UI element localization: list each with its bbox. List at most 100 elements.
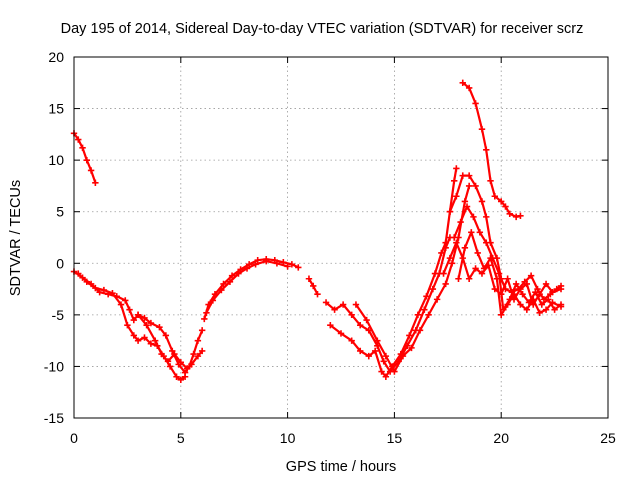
data-point xyxy=(446,254,454,262)
data-point xyxy=(453,193,460,200)
x-tick-label: 15 xyxy=(387,430,403,446)
y-axis-title: SDTVAR / TECUs xyxy=(8,180,24,296)
data-point xyxy=(327,321,334,329)
data-point xyxy=(523,280,531,288)
data-point xyxy=(457,218,464,226)
data-point xyxy=(491,285,498,293)
data-point xyxy=(243,265,251,272)
data-point xyxy=(147,340,155,347)
data-point xyxy=(416,327,424,334)
data-point xyxy=(470,213,477,221)
data-point xyxy=(431,270,439,277)
data-point xyxy=(425,311,432,319)
data-point xyxy=(305,275,313,282)
data-point xyxy=(141,334,148,341)
y-tick-label: 5 xyxy=(56,204,64,220)
series-gap-bit xyxy=(305,275,321,298)
data-point xyxy=(331,306,338,313)
data-point xyxy=(504,301,511,308)
data-point xyxy=(519,291,526,298)
data-point xyxy=(493,275,501,282)
data-point xyxy=(512,213,520,221)
data-point xyxy=(134,337,142,344)
data-point xyxy=(190,350,197,358)
data-point xyxy=(156,324,163,331)
series-line xyxy=(72,132,97,184)
data-point xyxy=(530,301,537,308)
data-point xyxy=(446,208,454,215)
data-point xyxy=(218,286,225,294)
data-point xyxy=(164,358,172,365)
series-line xyxy=(205,260,289,314)
data-point xyxy=(92,284,99,292)
data-point xyxy=(448,260,456,267)
data-point xyxy=(194,352,202,360)
data-point xyxy=(478,270,486,277)
data-point xyxy=(263,258,270,265)
data-point xyxy=(371,347,379,355)
data-point xyxy=(517,301,524,308)
data-point xyxy=(288,261,296,268)
data-point xyxy=(542,306,550,313)
data-point xyxy=(538,301,545,308)
data-point xyxy=(348,311,355,319)
series-morning-c xyxy=(134,311,206,372)
data-point xyxy=(79,144,86,151)
data-point xyxy=(455,275,462,282)
data-point xyxy=(143,321,150,329)
y-tick-label: -15 xyxy=(44,410,64,426)
series-evening-d xyxy=(440,239,565,308)
y-tick-label: -10 xyxy=(44,358,64,374)
data-point xyxy=(130,332,138,339)
data-point xyxy=(203,309,210,316)
data-point xyxy=(549,288,556,296)
data-point xyxy=(498,291,505,298)
data-point xyxy=(491,193,498,200)
data-point xyxy=(201,315,208,323)
data-point xyxy=(357,347,364,355)
data-point xyxy=(523,306,531,313)
x-tick-label: 10 xyxy=(280,430,296,446)
data-point xyxy=(468,229,475,236)
data-point xyxy=(440,270,447,277)
grid xyxy=(74,57,608,418)
data-point xyxy=(465,275,473,282)
data-point xyxy=(536,309,543,316)
data-point xyxy=(453,165,460,172)
data-point xyxy=(194,337,202,344)
data-point xyxy=(339,301,347,308)
data-point xyxy=(433,296,441,303)
y-tick-label: 0 xyxy=(56,255,64,271)
data-point xyxy=(158,350,165,358)
data-point xyxy=(532,288,539,296)
data-point xyxy=(254,256,261,264)
data-point xyxy=(510,296,518,303)
series-line xyxy=(453,205,563,311)
data-point xyxy=(414,311,422,319)
data-point xyxy=(171,350,178,358)
data-point xyxy=(310,282,317,290)
data-point xyxy=(235,270,242,277)
data-point xyxy=(382,352,390,360)
data-point xyxy=(463,203,471,210)
data-point xyxy=(92,179,99,187)
data-point xyxy=(487,177,494,184)
data-point xyxy=(352,301,360,308)
data-point xyxy=(459,79,466,86)
data-point xyxy=(536,291,543,298)
data-point xyxy=(465,84,473,92)
data-point xyxy=(209,297,217,304)
data-point xyxy=(517,212,524,220)
data-point xyxy=(130,316,138,324)
y-tick-label: 15 xyxy=(48,101,64,117)
data-point xyxy=(177,359,184,366)
data-point xyxy=(406,332,413,339)
series-line xyxy=(448,174,563,301)
data-point xyxy=(173,373,180,380)
data-point xyxy=(228,272,236,279)
data-point xyxy=(147,319,155,327)
data-point xyxy=(188,361,195,368)
data-point xyxy=(453,239,460,246)
y-tick-labels: -15 -10 -5 0 5 10 15 20 xyxy=(44,49,64,426)
series-evening-c xyxy=(455,229,565,319)
